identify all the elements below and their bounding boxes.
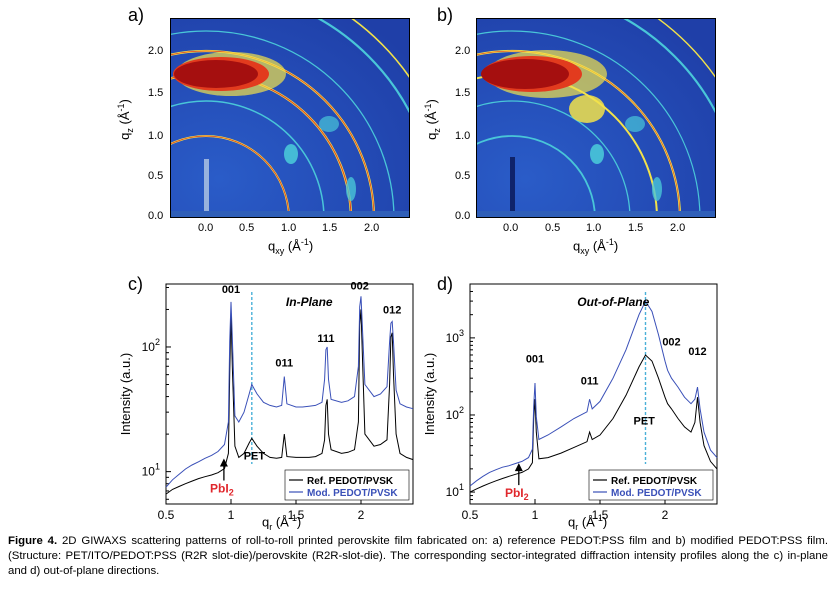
x-tick-label: 2: [662, 508, 669, 522]
x-tick-a-0.0: 0.0: [198, 222, 214, 234]
x-tick-a-1.5: 1.5: [322, 222, 338, 234]
chart-title: In-Plane: [286, 295, 333, 309]
legend-box: [588, 469, 714, 501]
series-line-mod: [165, 296, 414, 488]
giwaxs-image-b: [476, 18, 716, 218]
legend-entry: Mod. PEDOT/PVSK: [307, 488, 398, 499]
peak-label: 111: [317, 333, 334, 345]
y-tick-label: 101: [446, 482, 464, 499]
peak-label: 002: [662, 336, 680, 348]
x-tick-label: 1: [532, 508, 539, 522]
legend-box: [284, 469, 410, 501]
giwaxs-image-a: [170, 18, 410, 218]
legend-entry: Ref. PEDOT/PVSK: [307, 476, 394, 487]
x-tick-a-0.5: 0.5: [239, 222, 255, 234]
profile-panel-d: d) 0.5 1 1.5 2 101 102 103 Intensity (a.u.) Out-…: [0, 266, 835, 532]
figure-caption: Figure 4. 2D GIWAXS scattering patterns …: [8, 534, 828, 579]
panel-letter-b: b): [437, 5, 454, 25]
caption-label: Figure 4.: [8, 535, 58, 547]
x-tick-label: 1.5: [288, 508, 305, 522]
y-axis-title-b: qz (Å-1): [422, 99, 442, 140]
legend-entry: Mod. PEDOT/PVSK: [611, 488, 702, 499]
y-tick-b-0.5: 0.5: [455, 170, 471, 182]
y-tick-b-0.0: 0.0: [455, 210, 471, 222]
x-tick-a-1.0: 1.0: [281, 222, 297, 234]
giwaxs-panel-a: a): [0, 0, 420, 260]
x-tick-label: 0.5: [158, 508, 175, 522]
y-tick-b-1.5: 1.5: [455, 87, 471, 99]
peak-label: 002: [351, 280, 369, 292]
x-tick-b-1.5: 1.5: [628, 222, 644, 234]
y-tick-a-2.0: 2.0: [148, 45, 164, 57]
panel-letter-d: d): [437, 274, 454, 294]
x-tick-label: 2: [358, 508, 365, 522]
peak-label: PET: [244, 451, 266, 463]
x-tick-b-2.0: 2.0: [670, 222, 686, 234]
series-line-ref: [469, 354, 718, 493]
x-tick-label: 1.5: [592, 508, 609, 522]
x-tick-label: 0.5: [462, 508, 479, 522]
peak-label: 011: [581, 375, 599, 387]
plot-frame: [165, 283, 414, 505]
giwaxs-panel-b: b): [0, 0, 835, 260]
x-tick-b-1.0: 1.0: [586, 222, 602, 234]
x-axis-title-c: qr (Å-1): [262, 513, 302, 532]
y-axis-title: Intensity (a.u.): [118, 353, 133, 435]
pbi2-arrow-head: [219, 458, 228, 467]
peak-label: PbI2: [505, 486, 529, 502]
y-tick-a-1.5: 1.5: [148, 87, 164, 99]
x-axis-title-d: qr (Å-1): [568, 513, 608, 532]
x-tick-label: 1: [228, 508, 235, 522]
x-tick-b-0.0: 0.0: [503, 222, 519, 234]
y-tick-label: 101: [142, 462, 160, 479]
y-tick-label: 102: [446, 405, 464, 422]
y-tick-a-1.0: 1.0: [148, 130, 164, 142]
series-line-mod: [469, 300, 718, 487]
legend-entry: Ref. PEDOT/PVSK: [611, 476, 698, 487]
line-chart-d: 0.5 1 1.5 2 101 102 103 Intensity (a.u.) Out-of-…: [422, 283, 718, 522]
peak-label: 011: [275, 357, 293, 369]
pbi2-arrow-head: [514, 463, 523, 472]
panel-letter-c: c): [128, 274, 143, 294]
caption-text: 2D GIWAXS scattering patterns of roll-to…: [8, 535, 828, 577]
y-tick-a-0.0: 0.0: [148, 210, 164, 222]
x-tick-b-0.5: 0.5: [545, 222, 561, 234]
x-axis-title-a: qxy (Å-1): [268, 237, 314, 256]
peak-label: PbI2: [210, 482, 234, 498]
peak-label: 012: [688, 346, 706, 358]
y-tick-label: 103: [446, 328, 464, 345]
giwaxs-heatmap-a: [171, 19, 409, 217]
profile-panel-c: c) 0.5 1 1.5 2 101 102 Intensity (a.u.) In-Plan…: [0, 266, 420, 532]
x-axis-title-b: qxy (Å-1): [573, 237, 619, 256]
peak-label: 001: [222, 284, 240, 296]
plot-frame: [469, 283, 718, 505]
peak-label: 001: [526, 353, 544, 365]
panel-letter-a: a): [128, 5, 145, 25]
peak-label: 012: [383, 305, 401, 317]
y-tick-b-1.0: 1.0: [455, 130, 471, 142]
line-chart-c: 0.5 1 1.5 2 101 102 Intensity (a.u.) In-Plane 00…: [118, 280, 414, 522]
y-axis-title: Intensity (a.u.): [422, 353, 437, 435]
giwaxs-heatmap-b: [477, 19, 715, 217]
peak-label: PET: [633, 416, 655, 428]
y-tick-label: 102: [142, 337, 160, 354]
y-tick-b-2.0: 2.0: [455, 45, 471, 57]
chart-title: Out-of-Plane: [577, 295, 649, 309]
x-tick-a-2.0: 2.0: [364, 222, 380, 234]
y-tick-a-0.5: 0.5: [148, 170, 164, 182]
